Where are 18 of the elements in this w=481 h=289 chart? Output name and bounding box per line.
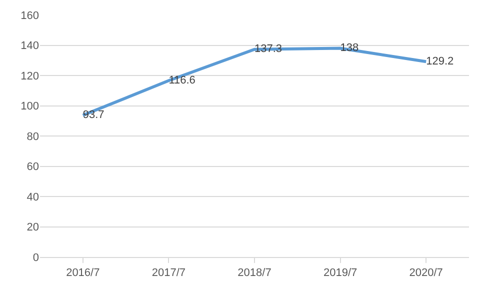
y-tick-label: 120	[20, 70, 39, 82]
y-tick-label: 0	[32, 252, 39, 264]
data-label: 116.6	[168, 74, 196, 86]
y-tick-label: 40	[26, 191, 39, 204]
data-label: 137.3	[254, 43, 282, 56]
x-tick-label: 2016/7	[66, 267, 100, 280]
y-tick-label: 140	[20, 40, 39, 52]
data-label: 129.2	[426, 55, 454, 68]
y-tick-label: 20	[26, 222, 39, 234]
y-tick-label: 60	[26, 161, 39, 174]
x-tick-label: 2019/7	[323, 267, 358, 280]
x-tick-label: 2017/7	[152, 267, 186, 280]
y-tick-label: 80	[26, 130, 39, 143]
y-tick-label: 160	[20, 10, 39, 22]
y-tick-label: 100	[20, 100, 39, 113]
x-tick-label: 2018/7	[238, 267, 272, 280]
data-label: 93.7	[82, 109, 104, 122]
x-tick-label: 2020/7	[409, 267, 443, 280]
